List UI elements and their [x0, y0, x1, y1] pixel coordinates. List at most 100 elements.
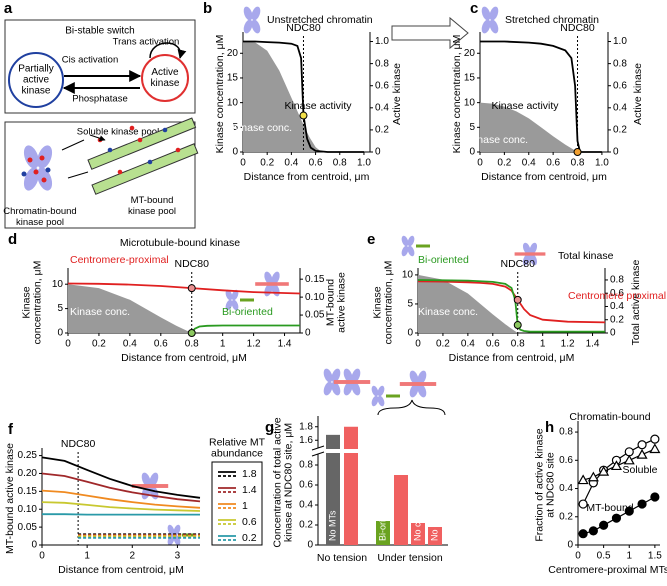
y2-tick-label: 0.6	[375, 80, 389, 91]
x-tick-label: 0.2	[92, 339, 106, 350]
chromatin-icon	[231, 299, 239, 311]
y-tick-label: 20	[227, 48, 239, 59]
y2-tick-label: 0	[613, 147, 619, 158]
chromatin-icon	[264, 271, 273, 285]
chromatin-icon	[251, 19, 261, 34]
y-tick-label: 10	[227, 97, 239, 108]
series-label: Kinase conc.	[418, 306, 478, 318]
y-tick-label: 5	[57, 303, 63, 314]
y-tick-label: 1.8	[299, 421, 313, 432]
chromatin-icon	[489, 6, 499, 21]
chromatin-icon	[409, 370, 419, 385]
x-tick-label: 0	[477, 158, 483, 169]
series-label: Bi-oriented	[222, 306, 273, 318]
y-tick-label: 0.05	[18, 522, 38, 533]
y2-tick-label: 0.10	[305, 292, 325, 303]
node-label: kinase	[22, 86, 51, 97]
line	[41, 456, 201, 499]
y-tick-label: 10	[52, 279, 64, 290]
y2-axis-label: Active kinase	[391, 63, 403, 125]
kinase-dot	[107, 147, 113, 153]
y-tick-label: 0.25	[18, 450, 38, 461]
point	[649, 443, 661, 454]
panel-label: d	[8, 231, 17, 248]
axis-break	[312, 448, 324, 454]
chromatin-icon	[481, 19, 491, 34]
y2-tick-label: 1.0	[613, 36, 627, 47]
y2-tick-label: 0.4	[375, 102, 389, 113]
bar-label: No MTs	[327, 510, 337, 541]
edge-label: Phosphatase	[72, 94, 127, 105]
chromatin-icon	[343, 368, 353, 383]
chromatin-icon	[529, 253, 538, 266]
y-tick-label: 0.4	[559, 483, 573, 494]
panel-label: g	[265, 419, 274, 436]
chromatin-icon	[371, 395, 379, 407]
kinase-dot	[129, 125, 135, 131]
chromatin-icon	[167, 524, 175, 536]
y-tick-label: 0.15	[18, 486, 38, 497]
y2-tick-label: 0	[610, 328, 616, 339]
x-tick-label: 0.8	[333, 158, 347, 169]
chromatin-icon	[323, 381, 333, 396]
marker	[187, 284, 196, 293]
x-tick-label: 0.2	[497, 158, 511, 169]
point	[610, 460, 622, 471]
node-label: Active	[151, 67, 179, 78]
y-axis-label: MT-bound active kinase	[4, 443, 16, 554]
point	[650, 434, 660, 444]
marker	[573, 148, 582, 156]
edge-arrow	[149, 42, 187, 59]
x-tick-label: 0.8	[571, 158, 585, 169]
y-axis-label: kinase at NDC80 site, μM	[282, 423, 294, 542]
x-tick-label: 1	[626, 551, 632, 562]
x-tick-label: 0.6	[486, 339, 500, 350]
bar	[326, 434, 340, 545]
bar	[394, 475, 408, 545]
chromatin-icon	[401, 235, 409, 247]
chromatin-icon	[231, 289, 239, 301]
x-tick-label: 0	[39, 551, 45, 562]
panel-label: b	[203, 0, 212, 17]
pool-label: kinase pool	[16, 217, 64, 228]
ndc80-label: NDC80	[501, 258, 536, 270]
area	[243, 40, 322, 152]
x-tick-label: 0.8	[511, 339, 525, 350]
legend-box	[211, 461, 263, 546]
x-tick-label: 0.4	[461, 339, 475, 350]
chromatin-icon	[522, 253, 531, 266]
line	[480, 40, 602, 153]
point	[637, 499, 647, 509]
x-tick-label: 0	[65, 339, 71, 350]
kinase-dot	[117, 169, 123, 175]
x-tick-label: 1	[540, 339, 546, 350]
chart-title: Microtubule-bound kinase	[120, 237, 240, 249]
panel-label: e	[367, 231, 375, 248]
x-axis-label: Distance from centroid, μm	[244, 171, 370, 183]
bar	[428, 527, 442, 545]
y-axis-label: Concentration of total active	[271, 417, 283, 547]
point	[588, 526, 598, 536]
y-tick-label: 10	[464, 97, 476, 108]
bar-label: Bi-oriented	[377, 497, 387, 541]
microtubule-icon	[255, 282, 289, 286]
microtubule-icon	[416, 244, 430, 248]
point	[578, 529, 588, 539]
y2-tick-label: 0.8	[375, 58, 389, 69]
kinase-dot	[21, 171, 27, 177]
x-tick-label: 1.0	[357, 158, 371, 169]
y2-tick-label: 0.4	[613, 102, 627, 113]
chromatin-icon	[243, 19, 253, 34]
x-axis-label: Distance from centroid, μM	[449, 352, 575, 364]
y-tick-label: 0	[469, 147, 475, 158]
y2-tick-label: 0.8	[613, 58, 627, 69]
chromatin-icon	[529, 242, 538, 255]
series-label: Chromatin-bound	[569, 411, 650, 423]
chromatin-icon	[23, 145, 39, 169]
y2-axis-label: MT-bound	[324, 279, 336, 326]
y-tick-label: 15	[464, 73, 476, 84]
pool-box	[4, 121, 196, 229]
x-tick-label: 0.4	[522, 158, 536, 169]
series-label: Kinase conc.	[70, 306, 130, 318]
chromatin-icon	[225, 289, 233, 301]
